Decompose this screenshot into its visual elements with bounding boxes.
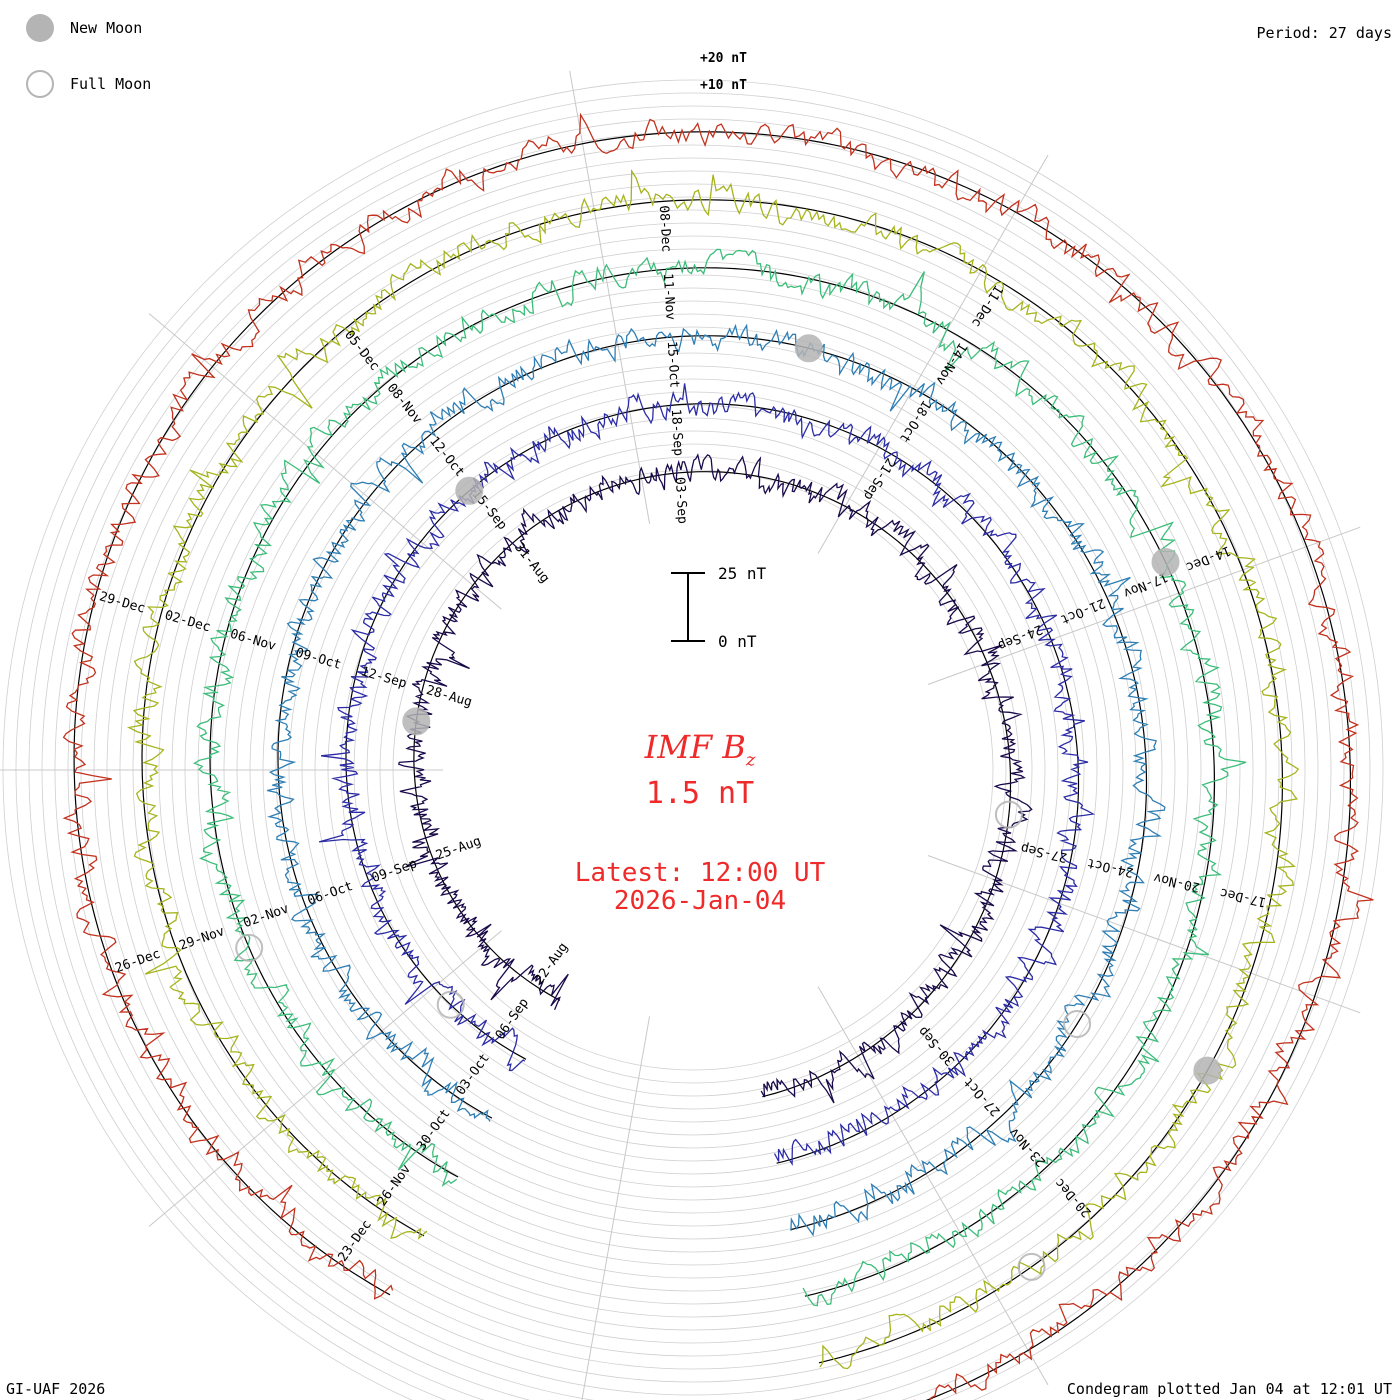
full-moon-marker	[994, 800, 1023, 829]
full-moon-marker	[1063, 1010, 1092, 1038]
day-spoke	[927, 526, 1361, 685]
full-moon-icon	[26, 70, 54, 98]
zero-baseline-25-Nov	[141, 199, 1283, 1364]
day-spoke	[927, 855, 1361, 1014]
date-label-11-Nov: 11-Nov	[660, 273, 678, 321]
new-moon-label: New Moon	[70, 19, 143, 37]
scale-bar-bottom-label: 0 nT	[718, 632, 757, 651]
date-label-23-Nov: 23-Nov	[1006, 1124, 1049, 1169]
latest-date: 2026-Jan-04	[613, 886, 787, 916]
full-moon-marker	[436, 990, 465, 1019]
bz-trace-05-Sep	[318, 383, 1096, 1167]
date-label-27-Oct: 27-Oct	[961, 1074, 1004, 1119]
date-label-14-Dec: 14-Dec	[1184, 542, 1233, 574]
quantity-subscript: z	[745, 749, 756, 771]
date-label-26-Nov: 26-Nov	[375, 1162, 414, 1209]
day-spoke	[817, 154, 1049, 554]
legend-full-moon: Full Moon	[26, 70, 151, 98]
day-spoke	[148, 313, 502, 610]
date-label-03-Oct: 03-Oct	[453, 1051, 492, 1098]
new-moon-icon	[26, 14, 54, 42]
quantity-title: IMF Bz	[0, 728, 1400, 770]
date-label-09-Oct: 09-Oct	[294, 646, 343, 673]
new-moon-marker	[402, 707, 431, 736]
full-moon-marker	[235, 933, 264, 962]
new-moon-marker	[1151, 548, 1180, 576]
latest-time: Latest: 12:00 UT	[574, 858, 826, 888]
date-label-08-Nov: 08-Nov	[384, 381, 425, 427]
date-label-28-Aug: 28-Aug	[424, 683, 473, 710]
ring-scale-label: +10 nT	[700, 78, 747, 93]
full-moon-label: Full Moon	[70, 75, 152, 93]
day-spoke	[817, 986, 1049, 1386]
ring-scale-label: +20 nT	[700, 51, 747, 66]
date-label-31-Aug: 31-Aug	[511, 540, 552, 586]
bz-trace-20-Aug	[398, 453, 1033, 1104]
new-moon-marker	[1193, 1056, 1222, 1085]
date-label-11-Dec: 11-Dec	[968, 282, 1006, 330]
date-label-29-Nov: 29-Nov	[177, 924, 226, 954]
date-label-23-Dec: 23-Dec	[336, 1218, 375, 1265]
credit-label: GI-UAF 2026	[6, 1380, 106, 1398]
current-value: 1.5 nT	[645, 776, 755, 811]
new-moon-marker	[455, 476, 484, 505]
new-moon-marker	[794, 334, 823, 363]
date-label-29-Dec: 29-Dec	[97, 589, 146, 616]
full-moon-marker	[1017, 1252, 1046, 1281]
date-label-03-Sep: 03-Sep	[672, 477, 690, 525]
date-label-18-Oct: 18-Oct	[896, 397, 934, 445]
date-label-20-Dec: 20-Dec	[1052, 1175, 1095, 1220]
period-label: Period: 27 days	[1256, 24, 1392, 42]
date-label-12-Oct: 12-Oct	[426, 434, 467, 480]
date-label-02-Dec: 02-Dec	[163, 608, 212, 635]
date-label-18-Sep: 18-Sep	[668, 409, 686, 457]
date-label-15-Oct: 15-Oct	[664, 341, 682, 389]
quantity-label: IMF B	[644, 728, 746, 766]
bz-trace-02-Oct	[266, 323, 1166, 1237]
legend-new-moon: New Moon	[26, 14, 142, 42]
day-spoke	[569, 70, 651, 524]
date-label-08-Dec: 08-Dec	[656, 205, 674, 253]
day-spoke	[581, 1016, 651, 1400]
bz-trace-29-Oct	[193, 248, 1247, 1307]
bz-trace-25-Nov	[126, 168, 1300, 1370]
plotted-label: Condegram plotted Jan 04 at 12:01 UT	[1066, 1380, 1392, 1398]
scale-bar-top-label: 25 nT	[718, 564, 767, 583]
bz-trace-22-Dec	[62, 112, 1374, 1400]
day-spoke	[148, 930, 502, 1227]
